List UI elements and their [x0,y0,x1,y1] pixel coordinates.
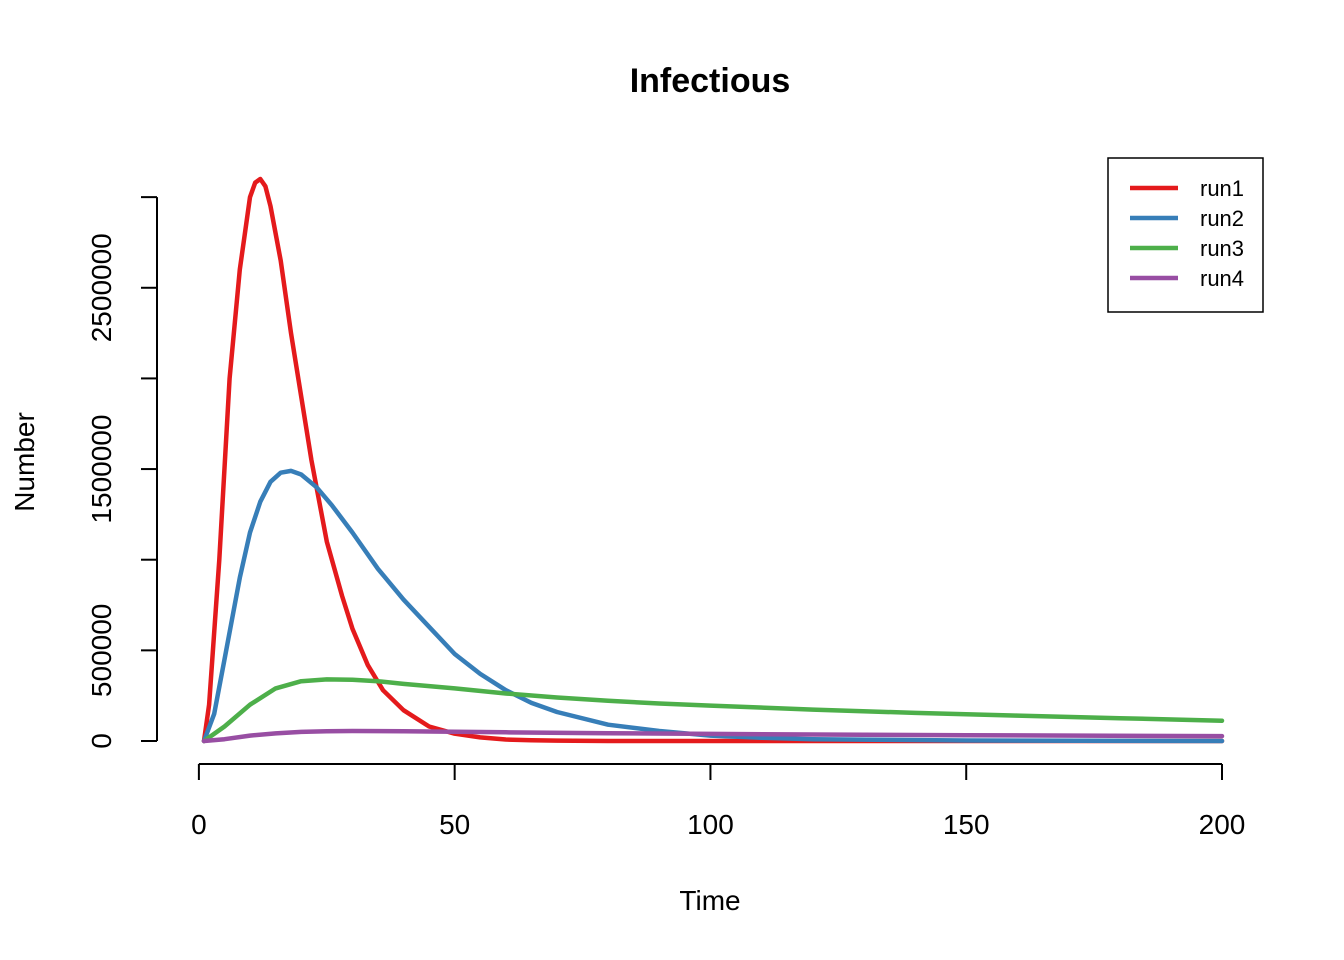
legend: run1 run2 run3 run4 [1107,157,1264,313]
legend-label-run2: run2 [1200,206,1244,231]
series-line-run2 [201,468,1225,744]
legend-label-run3: run3 [1200,236,1244,261]
x-axis: 0 50 100 150 200 [191,763,1246,840]
series-layer [201,176,1225,744]
x-axis-label: Time [679,885,740,916]
y-tick-label: 1500000 [86,415,117,524]
y-axis-label: Number [9,412,40,512]
y-axis: 0 500000 1500000 2500000 [86,196,158,749]
y-tick-label: 0 [86,733,117,749]
legend-label-run4: run4 [1200,266,1244,291]
series-line-run4 [201,728,1225,744]
x-tick-label: 0 [191,809,207,840]
x-tick-label: 50 [439,809,470,840]
x-tick-label: 100 [687,809,734,840]
legend-box [1107,157,1264,313]
y-tick-label: 2500000 [86,233,117,342]
legend-label-run1: run1 [1200,176,1244,201]
x-tick-label: 150 [943,809,990,840]
series-line-run1 [201,176,1225,744]
series-line-run3 [201,677,1225,744]
chart-title: Infectious [630,62,791,100]
y-tick-label: 500000 [86,604,117,697]
x-tick-label: 200 [1199,809,1246,840]
